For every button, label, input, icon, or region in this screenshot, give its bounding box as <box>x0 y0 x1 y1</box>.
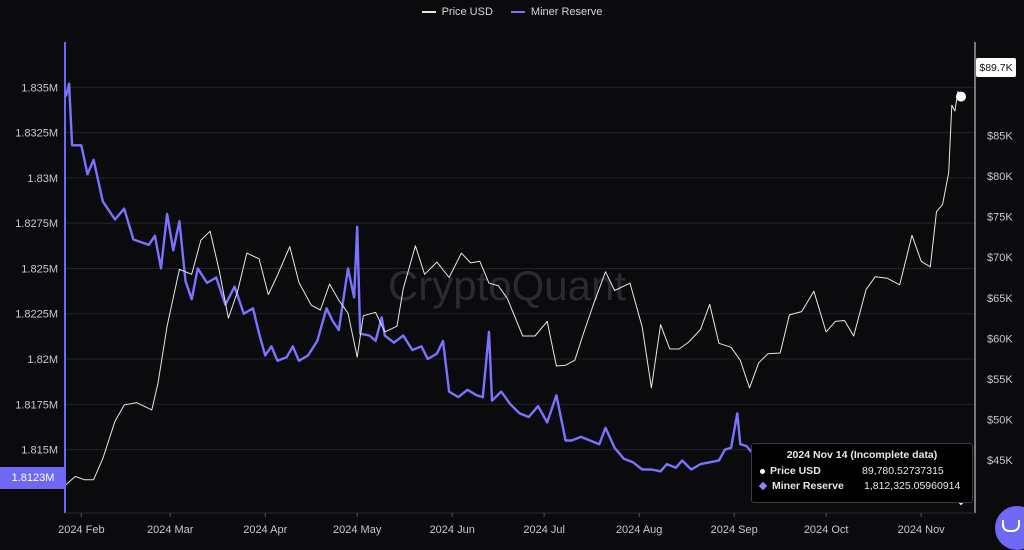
x-tick-label: 2024 May <box>333 524 382 536</box>
left-tick-label: 1.82M <box>27 354 58 366</box>
current-price-label: $89.7K <box>976 58 1016 77</box>
right-tick-label: $65K <box>987 293 1013 305</box>
left-tick-label: 1.8325M <box>15 128 58 140</box>
x-tick-label: 2024 Mar <box>147 524 194 536</box>
left-tick-label: 1.825M <box>21 263 58 275</box>
x-tick-label: 2024 Sep <box>711 524 758 536</box>
price-dot-icon <box>760 468 765 474</box>
left-tick-label: 1.8275M <box>15 218 58 230</box>
gridlines <box>65 86 975 451</box>
x-tick-label: 2024 Nov <box>898 524 946 536</box>
left-tick-label: 1.83M <box>27 173 58 185</box>
x-tick-label: 2024 Apr <box>243 524 287 536</box>
x-tick-label: 2024 Jun <box>430 524 475 536</box>
legend-label-price: Price USD <box>441 6 493 18</box>
tooltip: 2024 Nov 14 (Incomplete data) Price USD … <box>751 443 973 503</box>
chat-bubble-icon <box>1002 520 1020 532</box>
right-tick-label: $70K <box>987 252 1013 264</box>
legend: Price USD Miner Reserve <box>0 6 1024 18</box>
tooltip-row-reserve: Miner Reserve 1,812,325.05960914 <box>758 480 964 492</box>
legend-label-reserve: Miner Reserve <box>530 6 603 18</box>
tooltip-title: 2024 Nov 14 (Incomplete data) <box>786 449 938 461</box>
legend-swatch-price <box>421 11 436 13</box>
legend-swatch-reserve <box>510 11 525 13</box>
tooltip-reserve-name: Miner Reserve <box>772 480 844 492</box>
legend-item-reserve[interactable]: Miner Reserve <box>510 6 603 18</box>
legend-item-price[interactable]: Price USD <box>421 6 493 18</box>
right-tick-label: $45K <box>987 455 1013 467</box>
right-tick-label: $50K <box>987 415 1013 427</box>
x-tick-label: 2024 Oct <box>804 524 849 536</box>
right-tick-label: $60K <box>987 333 1013 345</box>
current-reserve-label: 1.8123M <box>0 467 66 489</box>
tooltip-reserve-value: 1,812,325.05960914 <box>864 480 961 492</box>
left-tick-label: 1.815M <box>21 445 58 457</box>
right-tick-label: $85K <box>987 130 1013 142</box>
left-tick-label: 1.8175M <box>15 399 58 411</box>
x-tick-label: 2024 Aug <box>616 524 663 536</box>
x-tick-label: 2024 Jul <box>523 524 565 536</box>
left-tick-label: 1.835M <box>21 82 58 94</box>
price-end-marker <box>956 91 966 102</box>
tooltip-row-price: Price USD 89,780.52737315 <box>760 465 964 477</box>
watermark: CryptoQuant <box>388 262 626 309</box>
left-tick-label: 1.8225M <box>15 309 58 321</box>
right-tick-label: $55K <box>987 374 1013 386</box>
series-line-price-usd <box>65 91 962 485</box>
tooltip-price-value: 89,780.52737315 <box>862 465 944 477</box>
chat-button[interactable] <box>995 506 1024 550</box>
reserve-diamond-icon <box>758 481 768 491</box>
x-tick-label: 2024 Feb <box>58 524 104 536</box>
right-tick-label: $75K <box>987 212 1013 224</box>
x-axis-ticks: 2024 Feb 2024 Mar 2024 Apr 2024 May 2024 Jun… <box>58 513 945 536</box>
left-axis-ticks: 1.835M 1.8325M 1.83M 1.8275M 1.825M 1.8225M 1.… <box>15 82 58 456</box>
right-axis-ticks: $85K $80K $75K $70K $65K $60K $55K $50K $45K <box>987 130 1013 467</box>
tooltip-price-name: Price USD <box>770 465 821 477</box>
right-tick-label: $80K <box>987 171 1013 183</box>
